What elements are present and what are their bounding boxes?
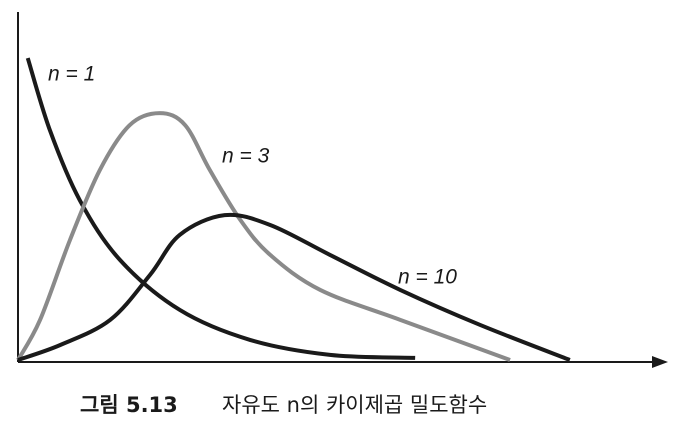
density-curve	[25, 57, 416, 360]
caption-label: 그림 5.13	[80, 393, 178, 417]
x-axis-arrow	[652, 356, 668, 368]
curve-label: n = 10	[398, 266, 457, 289]
caption: 자유도 n의 카이제곱 밀도함수	[222, 393, 487, 417]
curve-label: n = 1	[48, 63, 95, 86]
density-curve	[17, 212, 571, 362]
density-curve	[16, 111, 511, 362]
curve-label: n = 3	[222, 145, 270, 168]
